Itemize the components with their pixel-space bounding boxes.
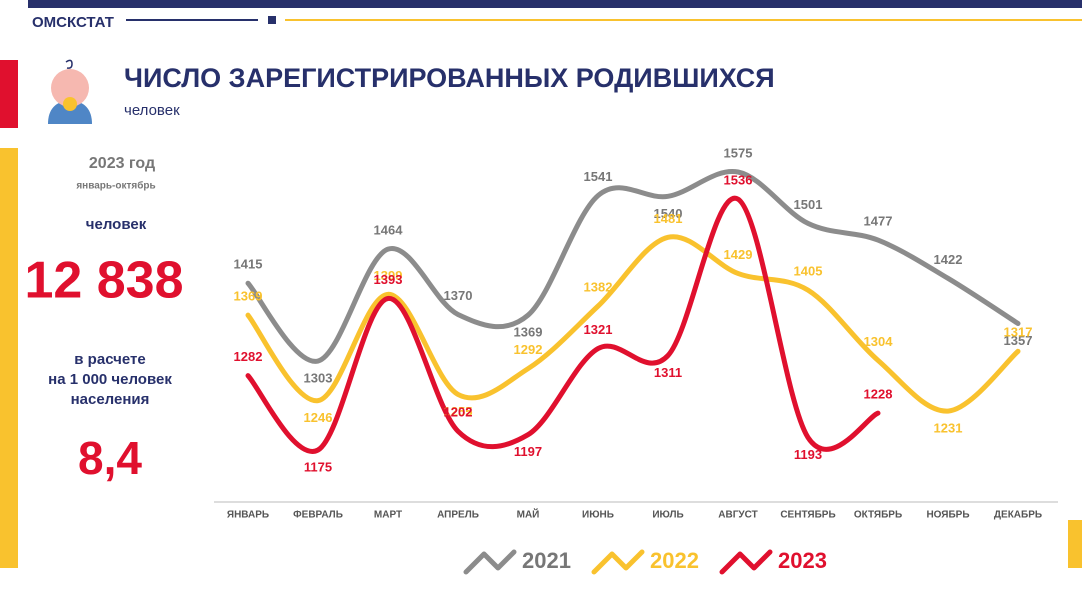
legend-icon (463, 549, 517, 575)
data-label: 1370 (444, 288, 473, 303)
series-line (245, 234, 1021, 414)
data-label: 1228 (864, 387, 893, 402)
summary-period: январь-октябрь (76, 180, 155, 192)
data-label: 1399 (374, 268, 403, 283)
data-label: 1536 (724, 173, 753, 188)
data-label: 1541 (584, 169, 613, 184)
data-label: 1321 (584, 322, 613, 337)
data-label: 1393 (374, 272, 403, 287)
header-square (268, 16, 276, 24)
data-label: 1255 (444, 404, 473, 419)
rate-label: в расчете (74, 351, 145, 368)
data-label: 1292 (514, 342, 543, 357)
x-tick-label: АПРЕЛЬ (437, 510, 479, 521)
series-line (245, 195, 881, 454)
x-tick-label: НОЯБРЬ (926, 510, 969, 521)
data-label: 1415 (234, 257, 263, 272)
x-tick-label: СЕНТЯБРЬ (780, 510, 835, 521)
series-line (245, 168, 1021, 364)
x-tick-label: МАЙ (517, 508, 540, 521)
legend-label: 2021 (522, 548, 571, 573)
side-bar (1068, 520, 1082, 568)
data-label: 1317 (1004, 325, 1033, 340)
data-label: 1197 (514, 444, 542, 459)
rate-label: на 1 000 человек (48, 371, 172, 388)
x-tick-label: ОКТЯБРЬ (854, 510, 902, 521)
data-label: 1231 (934, 421, 963, 436)
legend-icon (719, 549, 773, 575)
data-label: 1202 (444, 405, 473, 420)
data-label: 1477 (864, 214, 893, 229)
summary-unit: человек (86, 216, 147, 233)
data-label: 1282 (234, 349, 263, 364)
data-label: 1405 (794, 264, 823, 279)
top-bar (28, 0, 1082, 8)
legend-label: 2023 (778, 548, 827, 573)
data-label: 1193 (794, 447, 822, 462)
baby-icon (48, 59, 92, 124)
summary-rate: 8,4 (78, 432, 142, 484)
side-bar (0, 60, 18, 128)
summary-year: 2023 год (89, 155, 155, 172)
data-label: 1369 (234, 289, 263, 304)
data-label: 1422 (934, 252, 963, 267)
brand: ОМСКСТАТ (32, 14, 114, 31)
x-tick-label: АВГУСТ (718, 510, 757, 521)
data-label: 1357 (1004, 333, 1033, 348)
legend-label: 2022 (650, 548, 699, 573)
data-label: 1540 (654, 206, 683, 221)
data-label: 1481 (654, 211, 683, 226)
x-tick-label: ФЕВРАЛЬ (293, 510, 343, 521)
x-tick-label: МАРТ (374, 510, 402, 521)
x-tick-label: ИЮНЬ (582, 510, 614, 521)
data-label: 1369 (514, 325, 543, 340)
data-label: 1303 (304, 370, 333, 385)
x-tick-label: ЯНВАРЬ (227, 510, 269, 521)
title: ЧИСЛО ЗАРЕГИСТРИРОВАННЫХ РОДИВШИХСЯ (124, 63, 775, 93)
data-label: 1429 (724, 247, 753, 262)
data-label: 1175 (304, 459, 332, 474)
rate-label: населения (71, 391, 150, 408)
data-label: 1311 (654, 365, 682, 380)
data-label: 1304 (864, 334, 894, 349)
data-label: 1382 (584, 280, 613, 295)
data-label: 1501 (794, 197, 823, 212)
x-tick-label: ИЮЛЬ (652, 510, 683, 521)
x-tick-label: ДЕКАБРЬ (994, 510, 1042, 521)
data-label: 1246 (304, 410, 333, 425)
summary-total: 12 838 (24, 252, 183, 310)
data-label: 1464 (374, 223, 404, 238)
subtitle: человек (124, 102, 180, 119)
legend-icon (591, 549, 645, 575)
data-label: 1575 (724, 145, 753, 160)
side-bar (0, 148, 18, 568)
